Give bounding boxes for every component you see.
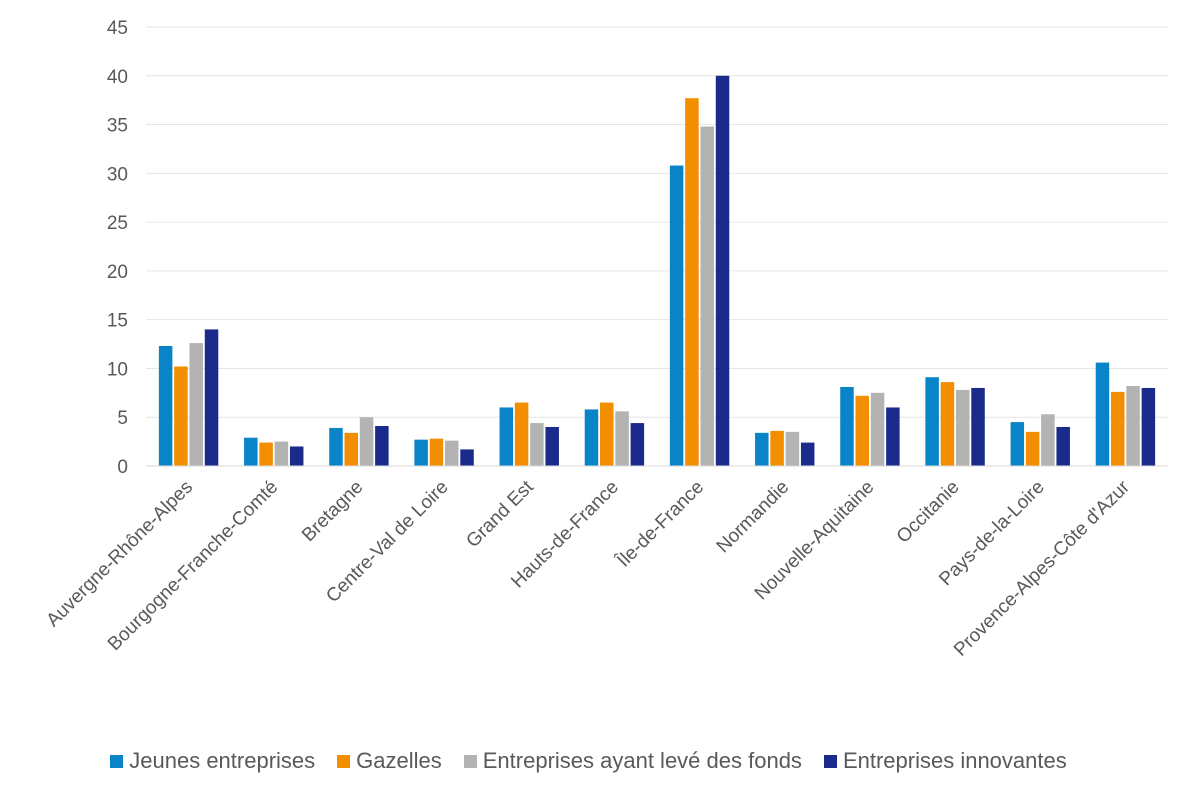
bar [1041, 414, 1055, 466]
bar [925, 377, 939, 466]
legend-item: Jeunes entreprises [110, 748, 315, 774]
bar [584, 409, 599, 466]
x-category-label: Normandie [713, 477, 794, 558]
gridlines [146, 26, 1168, 418]
legend-swatch [823, 754, 837, 768]
bar [955, 389, 970, 466]
bar [840, 386, 854, 466]
bar [1095, 362, 1110, 466]
bar [460, 449, 474, 466]
legend-label: Entreprises innovantes [842, 748, 1067, 773]
legend-item: Entreprises ayant levé des fonds [463, 748, 802, 774]
x-category-label: Grand Est [462, 476, 538, 552]
bar [940, 382, 955, 466]
bar [344, 432, 359, 466]
bar [289, 446, 304, 466]
x-category-label: Occitanie [893, 477, 964, 548]
bar [855, 395, 870, 466]
bar [615, 411, 629, 466]
bar [600, 402, 614, 466]
bar [715, 75, 730, 467]
bar [499, 407, 514, 466]
x-category-label: Bretagne [298, 477, 367, 546]
y-tick-label: 45 [107, 18, 128, 39]
bar [174, 366, 188, 466]
bar [244, 437, 258, 466]
bar [189, 343, 203, 466]
y-tick-label: 5 [117, 408, 128, 429]
bar [274, 441, 289, 466]
y-tick-label: 30 [107, 164, 128, 185]
bar [414, 439, 428, 466]
x-category-label: Provence-Alpes-Côte d'Azur [950, 476, 1134, 660]
bar [870, 392, 885, 466]
bar [669, 165, 684, 467]
x-category-label: Bourgogne-Franche-Comté [104, 477, 282, 655]
y-tick-label: 25 [107, 213, 128, 234]
bar [530, 423, 544, 466]
bar [375, 426, 389, 466]
x-category-label: Auvergne-Rhône-Alpes [43, 477, 198, 632]
x-category-label: Île-de-France [612, 476, 708, 572]
bar [158, 346, 173, 466]
bar [1010, 422, 1025, 466]
x-axis-labels: Auvergne-Rhône-AlpesBourgogne-Franche-Co… [43, 476, 1135, 661]
bar [429, 438, 444, 466]
legend-swatch [110, 754, 124, 768]
legend-swatch [337, 754, 351, 768]
bar [886, 407, 900, 466]
bar [800, 442, 815, 466]
bar [1025, 431, 1040, 466]
legend-label: Jeunes entreprises [129, 748, 316, 773]
bar [685, 98, 699, 467]
bar [204, 329, 219, 466]
legend-item: Entreprises innovantes [823, 748, 1067, 774]
bar [770, 430, 784, 466]
bar [1111, 391, 1125, 466]
bar [545, 426, 559, 466]
bar [259, 442, 273, 466]
y-axis-ticks: 0 5 10 15 20 25 30 35 40 45 [107, 18, 128, 478]
bar [971, 387, 985, 466]
legend-label: Gazelles [356, 748, 442, 773]
y-tick-label: 20 [107, 262, 128, 283]
bar [1056, 426, 1070, 466]
y-tick-label: 10 [107, 359, 128, 380]
bar [444, 440, 459, 466]
bar [700, 126, 714, 467]
bars [158, 75, 1156, 467]
y-tick-label: 35 [107, 116, 128, 137]
bar [1126, 386, 1140, 466]
legend-item: Gazelles [337, 748, 442, 774]
bar [1141, 387, 1156, 466]
legend-label: Entreprises ayant levé des fonds [482, 748, 802, 773]
bar [514, 402, 529, 466]
y-tick-label: 40 [107, 67, 128, 88]
bar [785, 431, 800, 466]
legend: Jeunes entreprises Gazelles Entreprises ay… [0, 748, 1177, 774]
y-tick-label: 0 [117, 457, 128, 478]
legend-swatch [463, 754, 477, 768]
bar [359, 417, 374, 466]
y-tick-label: 15 [107, 311, 128, 332]
bar [630, 423, 645, 466]
bar [755, 432, 769, 466]
bar [329, 427, 343, 466]
